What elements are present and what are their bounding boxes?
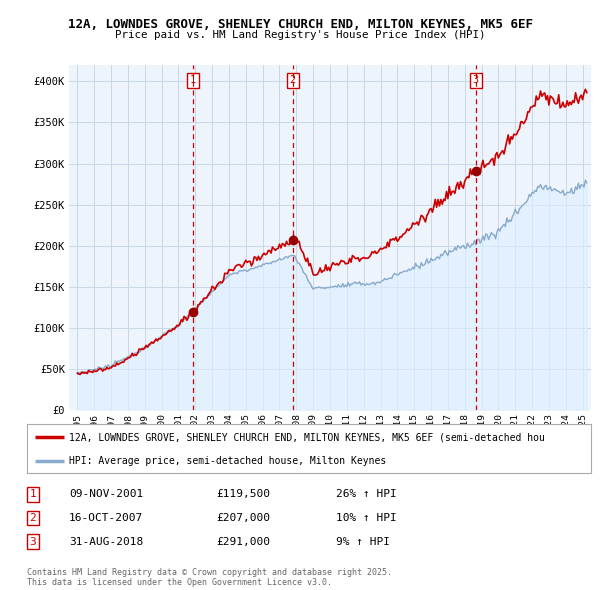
Text: 3: 3	[473, 76, 479, 86]
Text: 12A, LOWNDES GROVE, SHENLEY CHURCH END, MILTON KEYNES, MK5 6EF (semi-detached ho: 12A, LOWNDES GROVE, SHENLEY CHURCH END, …	[70, 432, 545, 442]
Text: 31-AUG-2018: 31-AUG-2018	[69, 537, 143, 546]
Text: 9% ↑ HPI: 9% ↑ HPI	[336, 537, 390, 546]
Text: Contains HM Land Registry data © Crown copyright and database right 2025.
This d: Contains HM Land Registry data © Crown c…	[27, 568, 392, 587]
Text: £207,000: £207,000	[216, 513, 270, 523]
Text: 10% ↑ HPI: 10% ↑ HPI	[336, 513, 397, 523]
Text: 2: 2	[290, 76, 296, 86]
Text: 1: 1	[29, 490, 37, 499]
Text: 26% ↑ HPI: 26% ↑ HPI	[336, 490, 397, 499]
Text: Price paid vs. HM Land Registry's House Price Index (HPI): Price paid vs. HM Land Registry's House …	[115, 30, 485, 40]
Text: £291,000: £291,000	[216, 537, 270, 546]
Text: 09-NOV-2001: 09-NOV-2001	[69, 490, 143, 499]
Text: 12A, LOWNDES GROVE, SHENLEY CHURCH END, MILTON KEYNES, MK5 6EF: 12A, LOWNDES GROVE, SHENLEY CHURCH END, …	[67, 18, 533, 31]
Text: 1: 1	[190, 76, 196, 86]
Text: £119,500: £119,500	[216, 490, 270, 499]
Text: 2: 2	[29, 513, 37, 523]
Text: HPI: Average price, semi-detached house, Milton Keynes: HPI: Average price, semi-detached house,…	[70, 456, 386, 466]
Text: 3: 3	[29, 537, 37, 546]
Text: 16-OCT-2007: 16-OCT-2007	[69, 513, 143, 523]
